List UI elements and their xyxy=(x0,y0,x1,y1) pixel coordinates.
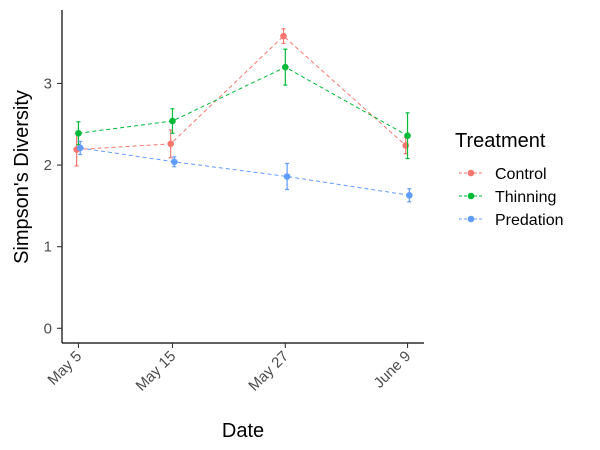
y-axis-title: Simpson's Diversity xyxy=(11,90,33,264)
y-tick-label: 3 xyxy=(44,75,52,92)
data-point xyxy=(75,129,82,137)
x-tick-label: May 27 xyxy=(245,348,292,395)
series-line xyxy=(78,66,408,137)
legend-title: Treatment xyxy=(455,130,546,152)
chart-marks xyxy=(73,28,413,203)
x-ticks: May 5 May 15 May 27 June 9 xyxy=(44,343,414,395)
series-thinning xyxy=(75,48,411,160)
series-line xyxy=(76,35,407,151)
legend-label: Predation xyxy=(495,212,564,229)
legend-key-marker xyxy=(467,192,475,200)
x-tick-label: June 9 xyxy=(371,348,415,392)
y-ticks: 0 1 2 3 xyxy=(44,75,62,337)
y-tick-label: 0 xyxy=(44,320,52,337)
data-point xyxy=(283,173,291,180)
series-line xyxy=(80,147,410,196)
data-point xyxy=(76,144,84,152)
legend-item-predation: Predation xyxy=(459,212,564,229)
legend-key-marker xyxy=(467,169,475,177)
legend-label: Thinning xyxy=(495,189,556,206)
y-tick-label: 2 xyxy=(44,157,52,174)
legend-item-thinning: Thinning xyxy=(459,189,556,206)
legend-item-control: Control xyxy=(459,166,547,183)
data-point xyxy=(167,140,174,148)
data-point xyxy=(170,158,178,166)
series-control xyxy=(73,28,410,167)
data-point xyxy=(406,191,413,199)
data-point xyxy=(404,132,411,139)
series-predation xyxy=(76,140,413,203)
x-axis-title: Date xyxy=(222,420,264,442)
data-point xyxy=(280,32,287,40)
axes xyxy=(61,10,424,344)
x-tick-label: May 15 xyxy=(132,348,179,395)
legend-key-marker xyxy=(467,215,475,223)
data-point xyxy=(282,63,289,71)
y-tick-label: 1 xyxy=(44,239,52,256)
legend: Treatment Control Thinning Predation xyxy=(455,130,564,229)
x-tick-label: May 5 xyxy=(44,348,85,389)
legend-label: Control xyxy=(495,166,547,183)
data-point xyxy=(169,117,176,125)
